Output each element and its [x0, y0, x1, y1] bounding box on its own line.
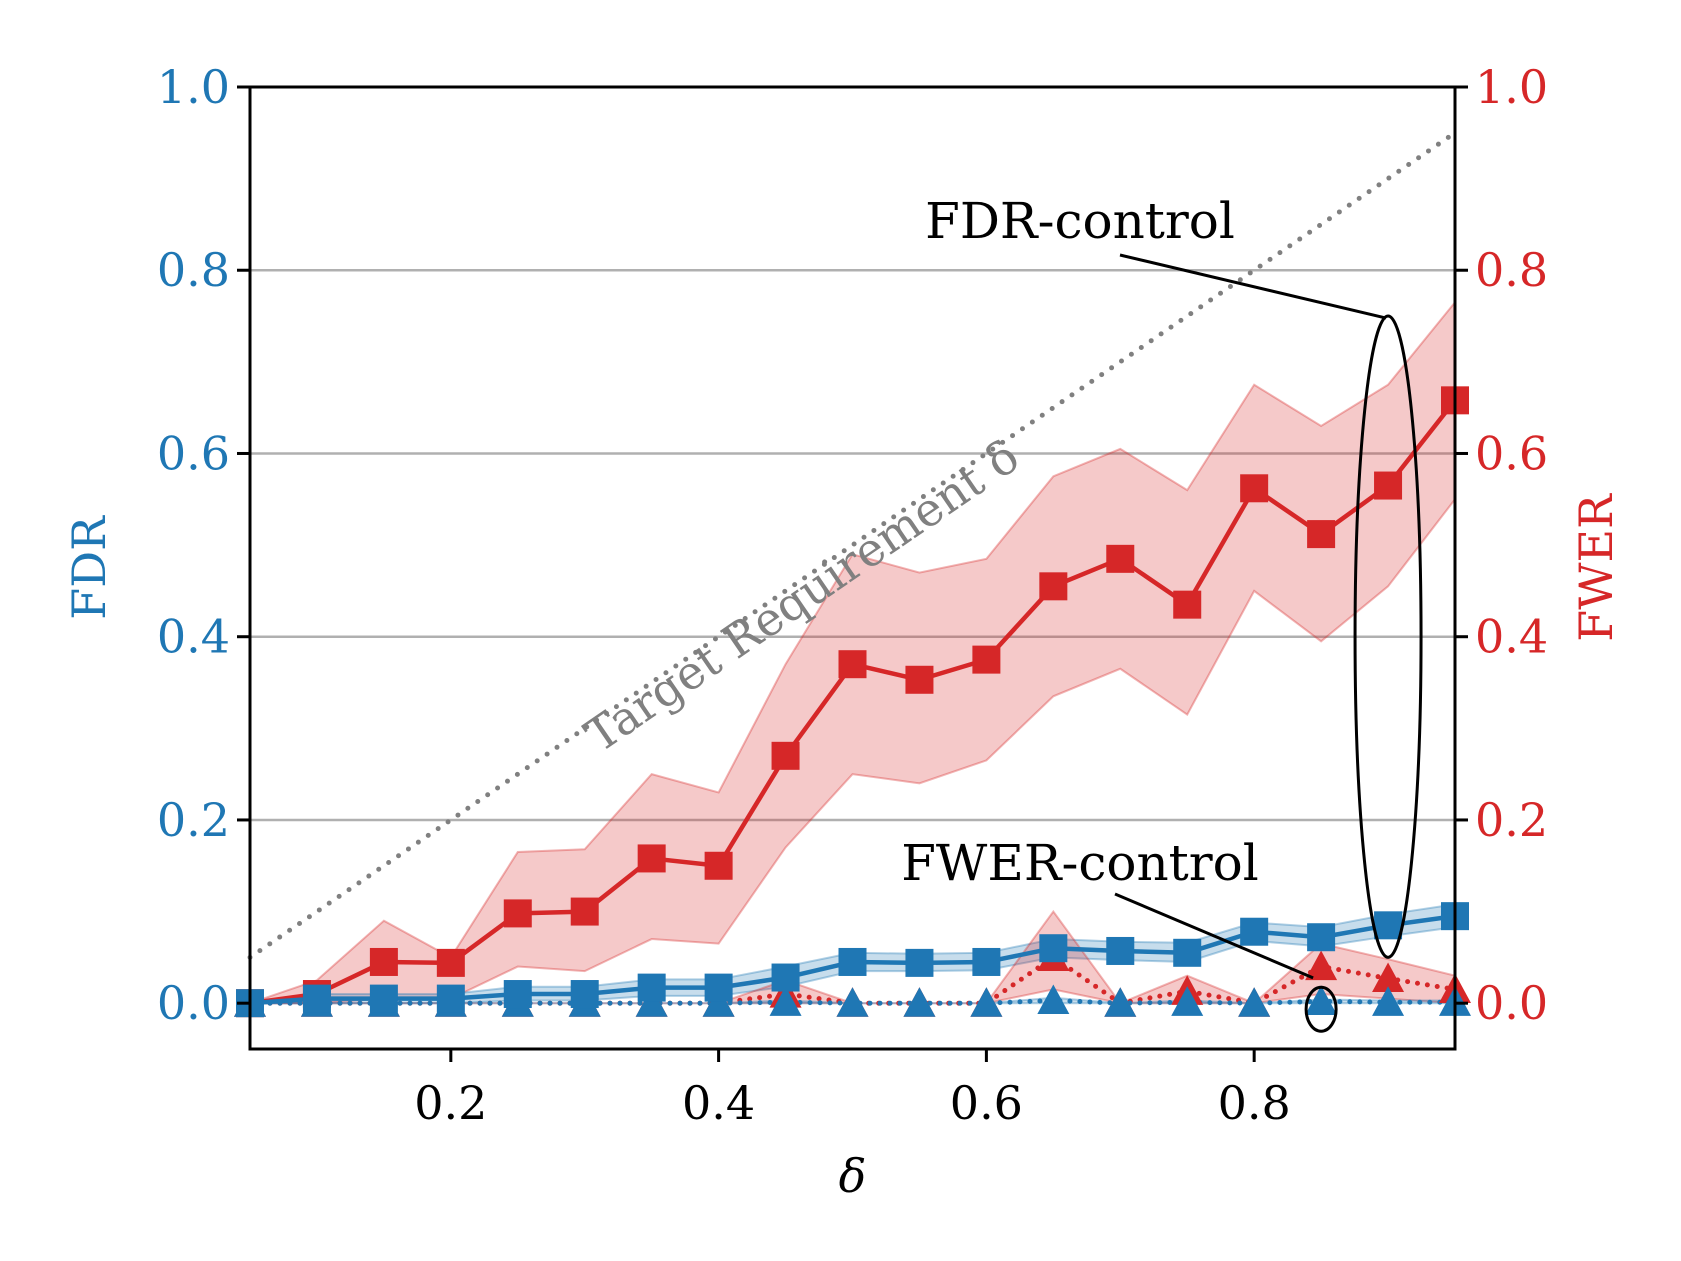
- y-tick-label-left: 0.2: [157, 793, 230, 847]
- square-marker: [570, 980, 599, 1009]
- x-tick-label: 0.6: [950, 1076, 1023, 1130]
- target-line: [247, 130, 1458, 960]
- square-marker: [1374, 471, 1403, 500]
- y-tick-label-right: 0.2: [1475, 793, 1548, 847]
- triangle-marker: [1037, 984, 1070, 1015]
- y-tick-label-left: 0.6: [157, 426, 230, 480]
- x-tick-label: 0.4: [682, 1076, 755, 1130]
- square-marker: [637, 973, 666, 1002]
- square-marker: [1240, 917, 1269, 946]
- triangle-marker: [702, 987, 735, 1017]
- square-marker: [503, 980, 532, 1009]
- fdr-control-ellipse: [1353, 314, 1423, 959]
- annotations: FDR-control FWER-control: [901, 192, 1423, 1033]
- square-marker: [771, 963, 800, 992]
- triangle-marker: [836, 987, 869, 1017]
- x-axis-label: δ: [839, 1149, 867, 1203]
- square-marker: [972, 947, 1001, 976]
- square-marker: [771, 741, 800, 770]
- square-marker: [369, 984, 398, 1013]
- square-marker: [704, 851, 733, 880]
- square-marker: [1307, 923, 1336, 952]
- fwer-control-label: FWER-control: [901, 834, 1259, 892]
- square-marker: [905, 948, 934, 977]
- square-marker: [302, 984, 331, 1013]
- square-marker: [1240, 474, 1269, 503]
- square-marker: [570, 897, 599, 926]
- triangle-marker: [635, 987, 668, 1017]
- fdr-control-arrow: [1119, 253, 1387, 320]
- series-markers: [234, 386, 1471, 1018]
- fwer-control-arrow: [1114, 892, 1314, 980]
- square-marker: [369, 947, 398, 976]
- fwer-control-ellipse: [1304, 985, 1338, 1033]
- plot-frame: [248, 85, 1457, 1051]
- triangle-marker: [1238, 987, 1271, 1017]
- y-tick-label-left: 1.0: [157, 60, 230, 114]
- triangle-marker: [1372, 962, 1405, 993]
- x-tick-label: 0.8: [1218, 1076, 1291, 1130]
- y-axis-label-right: FWER: [1569, 493, 1623, 642]
- square-marker: [838, 650, 867, 679]
- triangle-marker: [1305, 950, 1338, 981]
- triangle-marker: [1372, 986, 1405, 1016]
- gridlines: [250, 268, 1455, 822]
- triangle-marker: [970, 987, 1003, 1017]
- square-marker: [1173, 938, 1202, 967]
- y-tick-label-left: 0.8: [157, 243, 230, 297]
- y-tick-label-right: 0.8: [1475, 243, 1548, 297]
- y-tick-label-right: 0.4: [1475, 610, 1548, 664]
- square-marker: [436, 984, 465, 1013]
- square-marker: [1106, 936, 1135, 965]
- target-requirement: [247, 130, 1458, 960]
- square-marker: [1374, 911, 1403, 940]
- triangle-marker: [1305, 985, 1338, 1015]
- square-marker: [1039, 572, 1068, 601]
- square-marker: [972, 645, 1001, 674]
- square-marker: [905, 665, 934, 694]
- y-tick-label-left: 0.4: [157, 610, 230, 664]
- x-tick-label: 0.2: [414, 1076, 487, 1130]
- square-marker: [1106, 544, 1135, 573]
- y-tick-label-right: 0.0: [1475, 976, 1548, 1030]
- square-marker: [704, 973, 733, 1002]
- square-marker: [1039, 934, 1068, 963]
- square-marker: [503, 899, 532, 928]
- triangle-marker: [903, 987, 936, 1017]
- y-axis-label-left: FDR: [62, 515, 116, 620]
- square-marker: [1307, 520, 1336, 549]
- y-tick-label-right: 1.0: [1475, 60, 1548, 114]
- triangle-marker: [1171, 986, 1204, 1016]
- triangle-marker: [1104, 987, 1137, 1017]
- square-marker: [637, 844, 666, 873]
- axis-ticks: 0.2 0.4 0.6 0.8 0.0 0.2 0.4 0.6 0.8 1.0 0.0 0.2 0.4 0…: [157, 60, 1548, 1130]
- triangle-marker: [769, 986, 802, 1016]
- square-marker: [838, 947, 867, 976]
- y-tick-label-left: 0.0: [157, 976, 230, 1030]
- square-marker: [436, 948, 465, 977]
- fdr-control-label: FDR-control: [925, 192, 1235, 250]
- square-marker: [1173, 590, 1202, 619]
- y-tick-label-right: 0.6: [1475, 426, 1548, 480]
